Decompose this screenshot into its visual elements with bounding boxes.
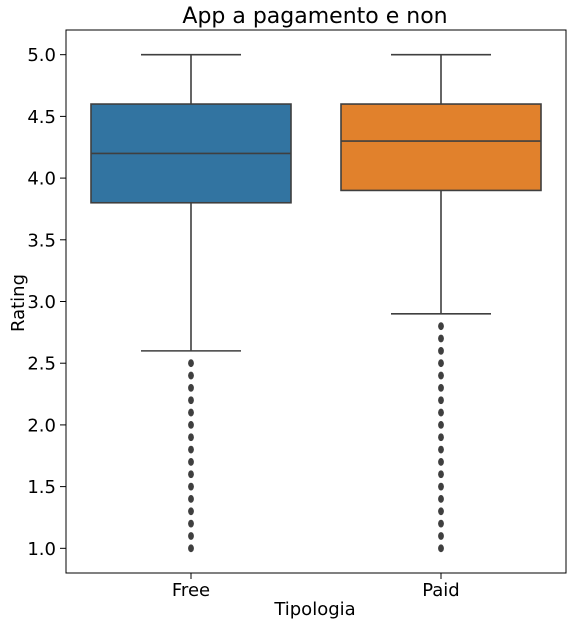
outlier-point-paid xyxy=(438,519,444,528)
x-axis: Free Paid xyxy=(172,573,460,601)
box-group-free xyxy=(90,53,292,553)
outlier-point-paid xyxy=(438,359,444,368)
outlier-point-free xyxy=(188,458,194,466)
y-tick-label: 4.0 xyxy=(27,169,56,190)
outlier-point-paid xyxy=(438,346,444,355)
outlier-point-free xyxy=(188,359,194,368)
outlier-point-paid xyxy=(438,482,444,491)
outlier-point-paid xyxy=(438,396,444,405)
outlier-point-free xyxy=(188,408,194,417)
outlier-point-free xyxy=(188,421,194,429)
outlier-point-free xyxy=(188,519,194,528)
outlier-point-free xyxy=(188,470,194,479)
outlier-point-free xyxy=(188,532,194,540)
outlier-point-free xyxy=(188,396,194,405)
y-tick-label: 1.0 xyxy=(27,539,56,560)
outlier-point-paid xyxy=(438,470,444,479)
box-paid xyxy=(340,103,542,192)
outlier-point-paid xyxy=(438,532,444,540)
x-axis-label: Tipologia xyxy=(273,599,355,620)
axes-frame xyxy=(65,29,567,574)
y-axis-label: Rating xyxy=(8,274,29,332)
outlier-point-paid xyxy=(438,445,444,454)
y-axis: 1.0 1.5 2.0 2.5 3.0 3.5 4.0 4.5 5.0 xyxy=(27,45,66,560)
outlier-point-free xyxy=(188,495,194,503)
outlier-point-paid xyxy=(438,322,444,331)
outlier-point-free xyxy=(188,445,194,454)
outlier-point-free xyxy=(188,544,194,553)
x-tick-label-free: Free xyxy=(172,580,210,601)
y-tick-label: 2.0 xyxy=(27,415,56,436)
outlier-point-paid xyxy=(438,433,444,442)
outlier-point-paid xyxy=(438,458,444,466)
x-tick-label-paid: Paid xyxy=(422,580,460,601)
outlier-point-paid xyxy=(438,371,444,380)
outlier-point-paid xyxy=(438,383,444,392)
outlier-point-free xyxy=(188,507,194,516)
outlier-point-paid xyxy=(438,507,444,516)
chart-title: App a pagamento e non xyxy=(182,4,447,29)
outlier-point-paid xyxy=(438,544,444,553)
y-tick-label: 2.5 xyxy=(27,354,56,375)
outlier-point-free xyxy=(188,433,194,442)
y-tick-label: 4.5 xyxy=(27,107,56,128)
outlier-point-paid xyxy=(438,334,444,343)
plot-area xyxy=(90,53,542,553)
outlier-point-paid xyxy=(438,495,444,503)
outlier-point-paid xyxy=(438,421,444,429)
outlier-point-free xyxy=(188,371,194,380)
y-tick-label: 1.5 xyxy=(27,477,56,498)
y-tick-label: 3.0 xyxy=(27,292,56,313)
y-tick-label: 5.0 xyxy=(27,45,56,66)
outlier-point-free xyxy=(188,482,194,491)
box-group-paid xyxy=(340,53,542,553)
outlier-point-free xyxy=(188,383,194,392)
outlier-point-paid xyxy=(438,408,444,417)
y-tick-label: 3.5 xyxy=(27,230,56,251)
